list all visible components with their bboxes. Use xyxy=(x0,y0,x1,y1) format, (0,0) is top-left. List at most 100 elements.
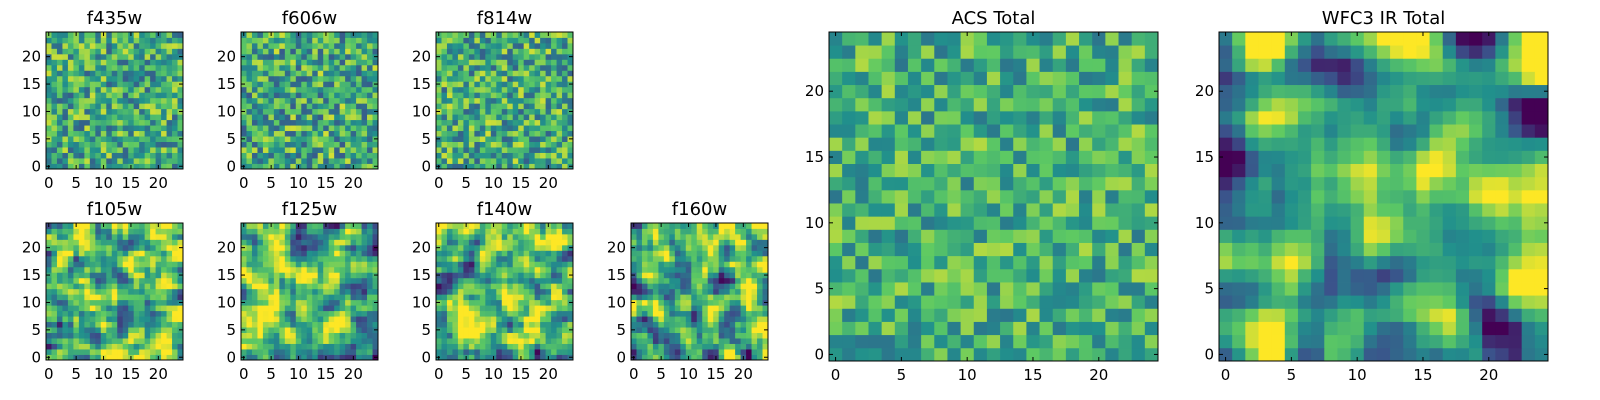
heatmap-cell xyxy=(144,299,151,306)
heatmap-cell xyxy=(122,97,129,104)
heatmap-cell xyxy=(62,32,69,38)
heatmap-cell xyxy=(507,288,514,295)
heatmap-cell xyxy=(62,48,69,55)
heatmap-cell xyxy=(457,244,464,251)
heatmap-cell xyxy=(273,136,280,142)
heatmap-cell xyxy=(457,48,464,55)
heatmap-cell xyxy=(960,176,975,191)
heatmap-cell xyxy=(345,114,351,121)
heatmap-cell xyxy=(479,53,486,60)
heatmap-cell xyxy=(740,294,747,301)
heatmap-cell xyxy=(372,277,379,284)
heatmap-cell xyxy=(56,277,63,284)
heatmap-cell xyxy=(658,244,665,251)
heatmap-cell xyxy=(713,255,720,262)
heatmap-cell xyxy=(356,354,362,361)
heatmap-cell xyxy=(474,294,481,301)
heatmap-cell xyxy=(496,125,503,132)
heatmap-cell xyxy=(501,255,508,262)
heatmap-cell xyxy=(78,114,85,121)
heatmap-cell xyxy=(273,327,280,333)
heatmap-cell xyxy=(729,250,736,257)
heatmap-cell xyxy=(512,32,519,38)
heatmap-cell xyxy=(729,244,736,251)
heatmap-cell xyxy=(172,321,178,328)
heatmap-cell xyxy=(251,114,258,121)
heatmap-cell xyxy=(479,37,486,44)
heatmap-cell xyxy=(172,86,178,93)
heatmap-cell xyxy=(273,37,280,44)
heatmap-cell xyxy=(1079,189,1093,204)
heatmap-cell xyxy=(551,349,557,355)
heatmap-cell xyxy=(166,59,173,66)
heatmap-cell xyxy=(290,108,297,115)
heatmap-cell xyxy=(512,130,519,137)
heatmap-cell xyxy=(762,223,769,229)
heatmap-cell xyxy=(735,321,741,328)
heatmap-cell xyxy=(562,32,568,38)
heatmap-cell xyxy=(735,244,741,251)
heatmap-cell xyxy=(67,119,74,126)
heatmap-cell xyxy=(345,86,351,93)
heatmap-cell xyxy=(51,283,58,290)
heatmap-cell xyxy=(490,158,497,164)
heatmap-cell xyxy=(685,261,692,268)
heatmap-cell xyxy=(669,283,676,290)
heatmap-cell xyxy=(663,299,670,306)
heatmap-cell xyxy=(133,53,140,60)
heatmap-cell xyxy=(139,349,146,355)
heatmap-cell xyxy=(713,266,720,273)
heatmap-cell xyxy=(51,114,58,121)
heatmap-cell xyxy=(122,261,129,268)
heatmap-cell xyxy=(507,147,514,153)
heatmap-cell xyxy=(501,59,508,66)
heatmap-cell xyxy=(301,288,308,295)
heatmap-cell xyxy=(446,233,453,240)
heatmap-cell xyxy=(51,255,58,262)
heatmap-cell xyxy=(540,343,546,350)
heatmap-cell xyxy=(257,130,264,137)
heatmap-cell xyxy=(674,299,681,306)
heatmap-cell xyxy=(166,272,173,279)
heatmap-cell xyxy=(691,327,698,333)
heatmap-cell xyxy=(106,53,113,60)
heatmap-cell xyxy=(512,53,519,60)
heatmap-cell xyxy=(713,299,720,306)
heatmap-cell xyxy=(144,130,151,137)
heatmap-cell xyxy=(128,310,135,317)
heatmap-cell xyxy=(512,75,519,82)
heatmap-cell xyxy=(317,349,324,355)
heatmap-cell xyxy=(106,272,113,279)
heatmap-cell xyxy=(161,103,167,110)
heatmap-cell xyxy=(67,261,74,268)
heatmap-cell xyxy=(545,136,552,142)
heatmap-cell xyxy=(540,59,546,66)
heatmap-cell xyxy=(166,305,173,312)
heatmap-cell xyxy=(89,244,96,251)
heatmap-cell xyxy=(562,283,568,290)
heatmap-cell xyxy=(658,288,665,295)
heatmap-cell xyxy=(636,305,643,312)
heatmap-cell xyxy=(507,223,514,229)
heatmap-cell xyxy=(111,147,118,153)
heatmap-cell xyxy=(67,349,74,355)
heatmap-cell xyxy=(652,332,659,339)
heatmap-cell xyxy=(117,305,124,312)
heatmap-cell xyxy=(757,283,763,290)
heatmap-cell xyxy=(106,86,113,93)
heatmap-cell xyxy=(339,223,346,229)
heatmap-cell xyxy=(122,86,129,93)
heatmap-cell xyxy=(284,266,291,273)
heatmap-cell xyxy=(84,130,91,137)
heatmap-cell xyxy=(306,136,313,142)
heatmap-cell xyxy=(100,327,107,333)
heatmap-cell xyxy=(501,250,508,257)
heatmap-cell xyxy=(177,261,184,268)
heatmap-cell xyxy=(641,343,648,350)
heatmap-cell xyxy=(457,92,464,99)
heatmap-cell xyxy=(663,223,670,229)
heatmap-cell xyxy=(306,266,313,273)
heatmap-cell xyxy=(306,327,313,333)
y-tick-label: 0 xyxy=(31,157,41,175)
heatmap-cell xyxy=(89,136,96,142)
